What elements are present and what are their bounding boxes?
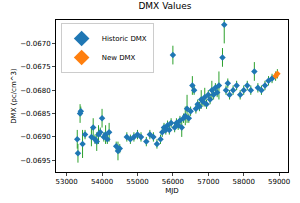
svg-text:55000: 55000 [126,178,148,186]
svg-text:53000: 53000 [55,178,77,186]
svg-text:58000: 58000 [233,178,255,186]
svg-text:New DMX: New DMX [102,54,136,62]
svg-text:−0.0675: −0.0675 [20,63,50,71]
svg-text:Historic DMX: Historic DMX [102,35,147,43]
svg-text:57000: 57000 [197,178,219,186]
svg-text:DMX Values: DMX Values [138,1,191,11]
svg-text:56000: 56000 [162,178,184,186]
svg-text:−0.0695: −0.0695 [20,157,50,165]
svg-text:59000: 59000 [268,178,290,186]
svg-text:DMX (pc/cm^3): DMX (pc/cm^3) [10,68,18,124]
svg-text:54000: 54000 [91,178,113,186]
svg-text:−0.0685: −0.0685 [20,110,50,118]
svg-text:−0.0690: −0.0690 [20,133,50,141]
svg-text:−0.0680: −0.0680 [20,87,50,95]
svg-text:−0.0670: −0.0670 [20,40,50,48]
svg-text:MJD: MJD [165,187,179,195]
